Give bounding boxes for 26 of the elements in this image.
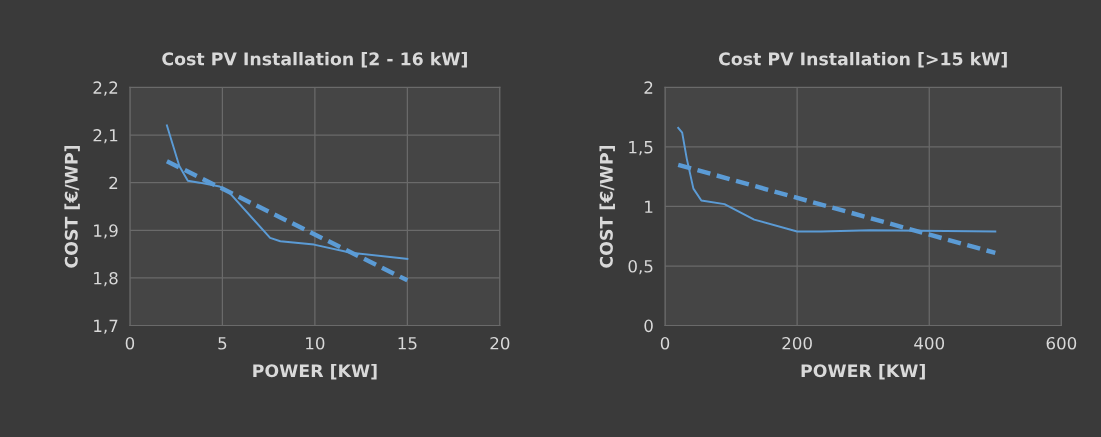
x-axis-title: POWER [KW] <box>801 363 925 380</box>
x-tick-label: 600 <box>1046 336 1077 350</box>
y-tick-label: 1 <box>645 200 653 213</box>
x-tick-label: 400 <box>914 336 945 350</box>
y-tick-label: 2 <box>644 81 653 94</box>
x-tick-label: 20 <box>490 336 510 350</box>
x-tick-label: 200 <box>782 336 812 350</box>
y-tick-label: 0 <box>644 319 653 333</box>
y-tick-label: 0,5 <box>628 259 653 275</box>
y-tick-label: 1,9 <box>94 224 118 239</box>
x-tick-label: 10 <box>306 336 325 350</box>
chart-title: Cost PV Installation [>15 kW] <box>718 51 1007 68</box>
y-tick-label: 1,7 <box>94 319 118 334</box>
chart-title: Cost PV Installation [2 - 16 kW] <box>162 51 467 68</box>
x-tick-label: 5 <box>218 337 227 350</box>
x-tick-label: 0 <box>125 336 135 350</box>
y-tick-label: 1,5 <box>629 141 653 156</box>
y-tick-label: 2 <box>109 176 118 189</box>
y-tick-label: 1,8 <box>94 271 118 287</box>
x-tick-label: 15 <box>398 337 417 350</box>
y-tick-label: 2,2 <box>93 81 118 96</box>
x-axis-title: POWER [KW] <box>253 363 377 380</box>
y-tick-label: 2,1 <box>93 129 118 144</box>
y-axis-title: COST [€/WP] <box>64 145 80 268</box>
x-tick-label: 0 <box>660 336 670 350</box>
y-axis-title: COST [€/WP] <box>599 145 615 268</box>
